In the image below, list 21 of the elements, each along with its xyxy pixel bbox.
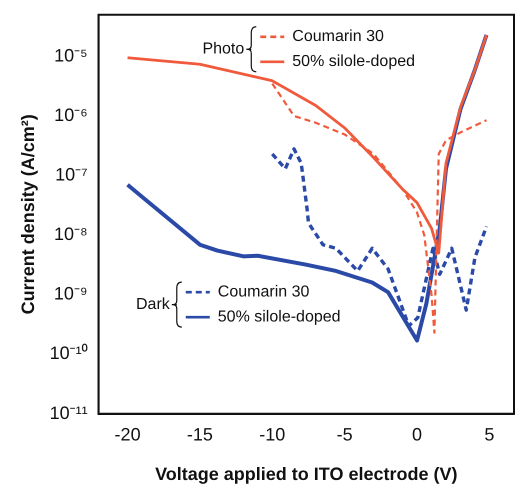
y-tick-label: 10⁻⁵ xyxy=(54,45,88,66)
x-tick-label: 0 xyxy=(412,424,422,445)
y-tick-label: 10⁻⁸ xyxy=(54,224,88,244)
legend-label: 50% silole-doped xyxy=(292,53,416,70)
y-tick-label: 10⁻⁷ xyxy=(55,164,88,185)
y-tick-label: 10⁻⁶ xyxy=(54,104,88,125)
legend-label: Coumarin 30 xyxy=(218,284,310,301)
x-tick-label: -10 xyxy=(259,424,286,445)
x-tick-label: -5 xyxy=(336,424,353,445)
x-tick-label: 5 xyxy=(484,424,494,445)
y-tick-label: 10⁻¹¹ xyxy=(50,402,88,423)
x-tick-label: -20 xyxy=(114,424,141,445)
x-axis-title: Voltage applied to ITO electrode (V) xyxy=(155,464,458,484)
legend-label: 50% silole-doped xyxy=(218,308,341,326)
annotation: Dark xyxy=(136,296,171,314)
y-tick-label: 10⁻⁹ xyxy=(54,284,88,304)
annotation: Photo xyxy=(202,40,244,58)
y-tick-label: 10⁻¹⁰ xyxy=(50,343,88,364)
legend-label: Coumarin 30 xyxy=(292,28,384,46)
x-tick-label: -15 xyxy=(186,424,213,445)
y-axis-title: Current density (A/cm²) xyxy=(18,114,38,314)
